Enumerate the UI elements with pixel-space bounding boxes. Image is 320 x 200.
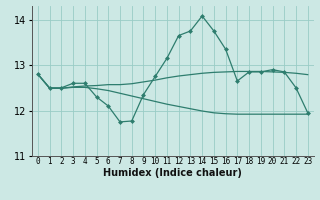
X-axis label: Humidex (Indice chaleur): Humidex (Indice chaleur) xyxy=(103,168,242,178)
